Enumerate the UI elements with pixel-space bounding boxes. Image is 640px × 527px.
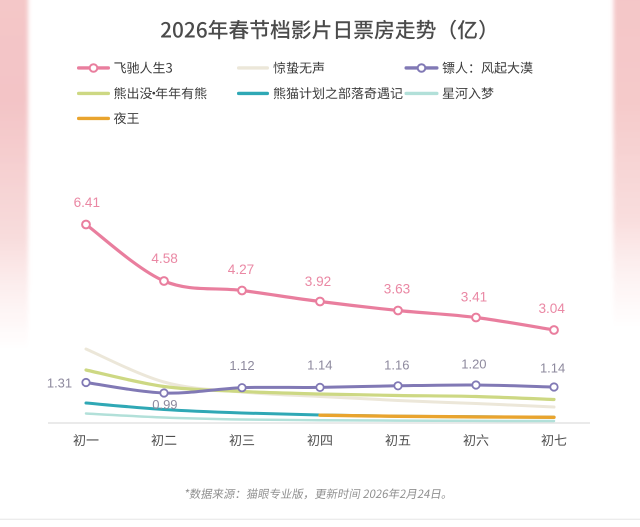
- svg-text:4.58: 4.58: [151, 251, 177, 266]
- svg-text:1.31: 1.31: [47, 376, 72, 391]
- svg-text:1.14: 1.14: [540, 361, 565, 376]
- svg-text:3.41: 3.41: [461, 289, 487, 304]
- svg-text:3.92: 3.92: [305, 274, 331, 289]
- svg-text:6.41: 6.41: [74, 195, 100, 210]
- svg-text:4.27: 4.27: [228, 262, 254, 277]
- svg-text:3.04: 3.04: [538, 301, 565, 316]
- svg-text:1.12: 1.12: [229, 358, 254, 373]
- svg-text:1.16: 1.16: [384, 358, 409, 373]
- svg-text:1.14: 1.14: [307, 358, 332, 373]
- svg-text:0.99: 0.99: [152, 397, 177, 412]
- svg-text:1.20: 1.20: [461, 357, 486, 372]
- svg-text:3.63: 3.63: [384, 281, 410, 296]
